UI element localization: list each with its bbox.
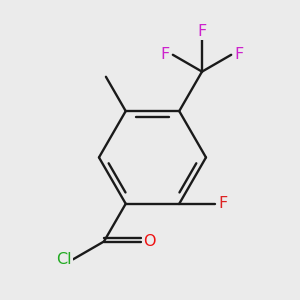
Text: F: F — [219, 196, 228, 211]
Text: F: F — [161, 47, 170, 62]
Text: F: F — [197, 24, 207, 39]
Text: Cl: Cl — [56, 252, 72, 267]
Text: O: O — [143, 234, 156, 249]
Text: F: F — [234, 47, 243, 62]
